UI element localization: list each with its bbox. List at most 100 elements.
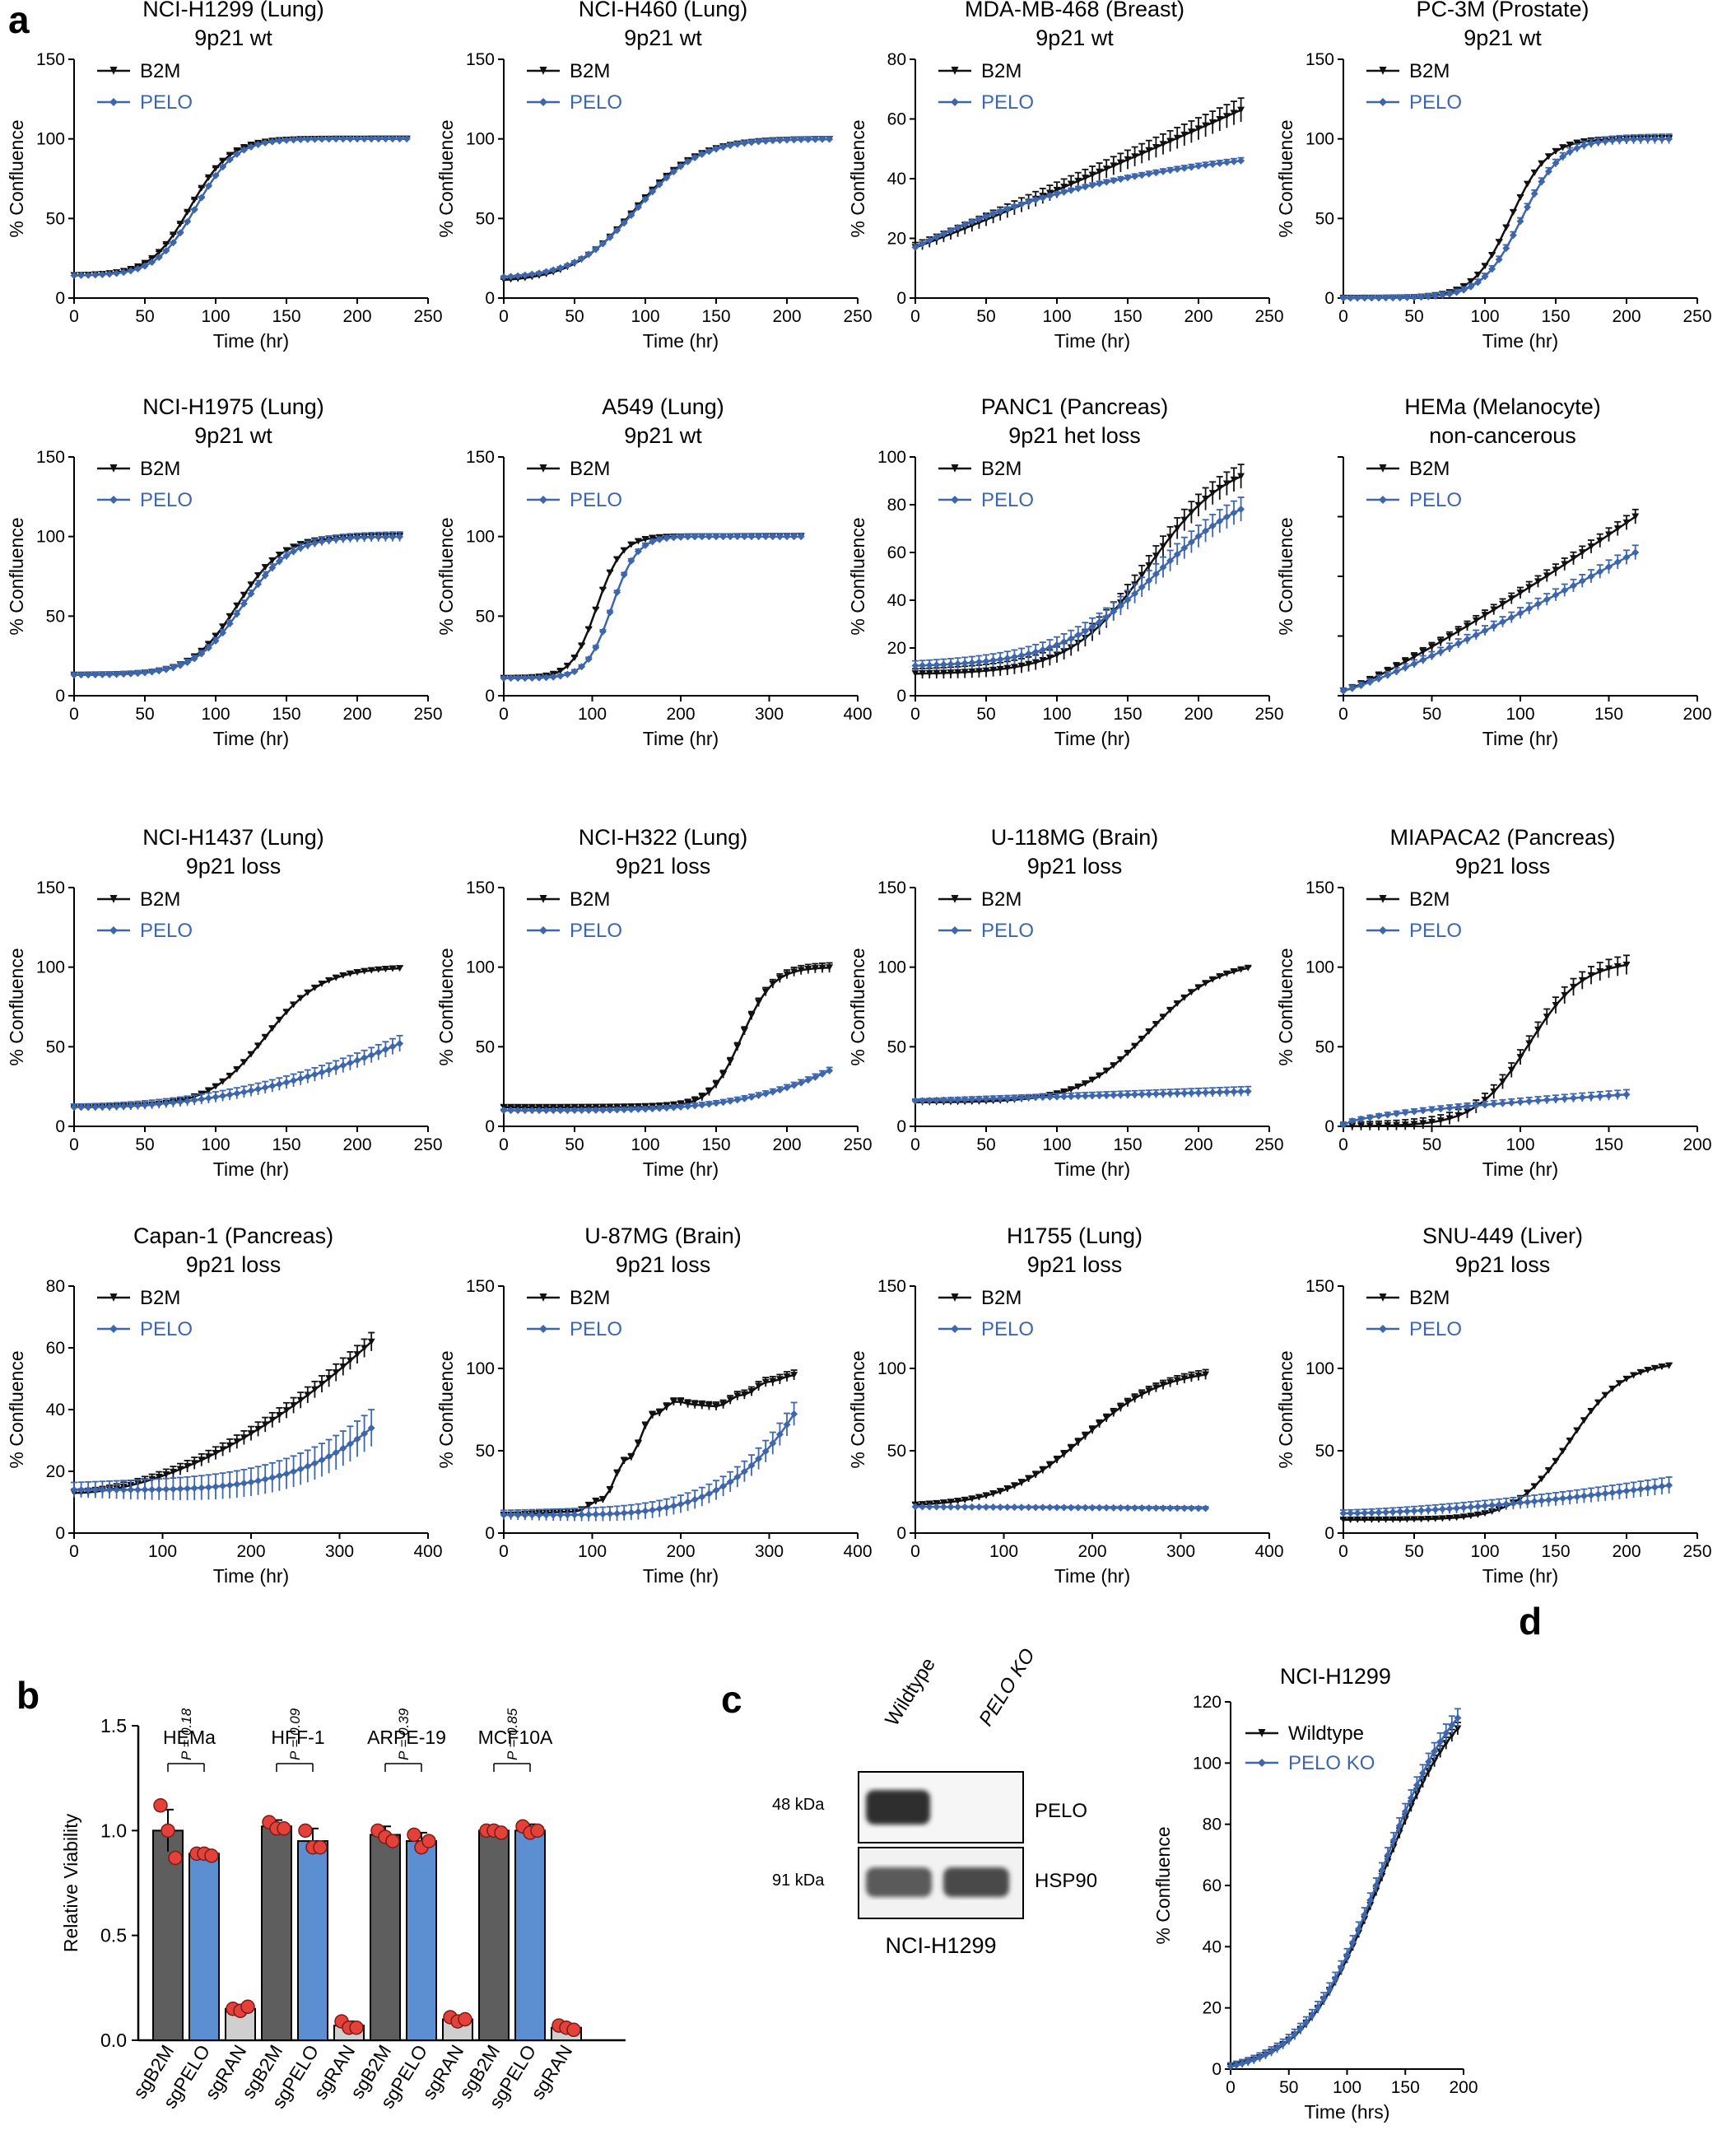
data-point [304,1391,312,1399]
data-point [1187,1504,1195,1512]
data-point [1145,1028,1153,1035]
data-point [641,1105,649,1113]
data-point [98,1102,106,1111]
data-point [1138,1090,1146,1098]
x-tick-label: 100 [1506,1135,1534,1154]
data-point [1538,1497,1546,1505]
legend-marker [951,464,959,473]
data-point [733,1473,742,1481]
data-point [353,1351,361,1359]
x-tick-label: 250 [1254,705,1283,724]
data-point [1067,1093,1075,1101]
data-point [613,1509,621,1517]
y-tick-label: 80 [46,1277,65,1296]
data-point [989,1490,998,1498]
data-point [584,1106,593,1114]
data-point [212,636,220,645]
series-pelo [70,1034,404,1112]
p-value: P = 0.18 [179,1708,194,1760]
data-point [1428,643,1436,650]
data-point [148,254,156,262]
data-point [911,670,919,678]
x-axis-label: Time (hr) [643,1158,719,1180]
data-point [396,533,404,541]
data-point [1025,1503,1033,1512]
x-tick-label: 0 [1338,705,1348,724]
data-point [1438,1515,1446,1522]
data-point [346,135,354,143]
data-point [254,571,263,579]
data-point [1088,1503,1096,1512]
data-point [1025,660,1033,668]
data-point [1039,1503,1047,1512]
data-point [669,534,677,542]
data-point [1096,1420,1104,1428]
data-point [747,533,756,541]
series-b2m [500,135,834,284]
legend-label: B2M [981,1287,1022,1309]
data-point [1244,1087,1252,1095]
x-tick-label: 0 [1338,1135,1348,1154]
data-point [775,975,784,982]
data-point [1222,113,1231,120]
data-point [769,1439,777,1447]
data-point [113,670,121,678]
data-point [989,1503,998,1512]
data-point [1587,1491,1595,1499]
bar [478,1829,510,2041]
y-tick-label: 0 [896,687,906,706]
data-point [1053,1503,1061,1512]
data-point [1431,1515,1440,1522]
data-point [698,533,706,541]
data-point [1658,1363,1666,1371]
data-point [649,1506,657,1514]
data-point [1525,1040,1534,1047]
x-tick-label: 50 [976,307,995,326]
data-point [1202,161,1210,170]
data-point [1116,175,1124,184]
data-point [367,1424,375,1432]
data-point [127,1102,135,1110]
data-point [1096,179,1104,188]
x-tick-label: 0 [499,1135,509,1154]
data-point [119,268,128,277]
data-point [1566,147,1574,156]
data-point [1525,604,1534,613]
data-point [1384,1111,1392,1119]
x-tick-label: 200 [342,307,371,326]
data-point [204,644,212,652]
data-point [1552,147,1560,155]
y-tick-label: 40 [46,1401,65,1419]
data-point [1180,544,1189,552]
data-point [148,668,156,676]
data-point [1145,1090,1153,1098]
data-point [755,137,763,146]
data-point [318,980,326,987]
y-tick-label: 0 [896,1117,906,1136]
replicate-dot [168,1850,183,1866]
data-point [620,1509,628,1517]
data-point [1384,1122,1392,1130]
data-point [769,1377,777,1385]
data-point [240,1479,248,1487]
data-point [310,539,319,548]
data-point [339,1363,347,1370]
y-tick-label: 100 [877,958,906,977]
data-point [318,1381,326,1388]
data-point [1131,153,1139,161]
data-point [1419,655,1427,664]
data-point [1353,294,1361,302]
data-point [507,1511,515,1519]
data-point [1116,1091,1124,1099]
data-point [1658,1482,1666,1490]
replicate-dot [204,1848,219,1863]
data-point [1559,144,1567,151]
data-point [1445,1514,1454,1522]
data-point [1152,1021,1160,1028]
legend-label: B2M [1409,1287,1450,1309]
data-point [1445,1115,1454,1122]
data-point [613,1470,621,1477]
